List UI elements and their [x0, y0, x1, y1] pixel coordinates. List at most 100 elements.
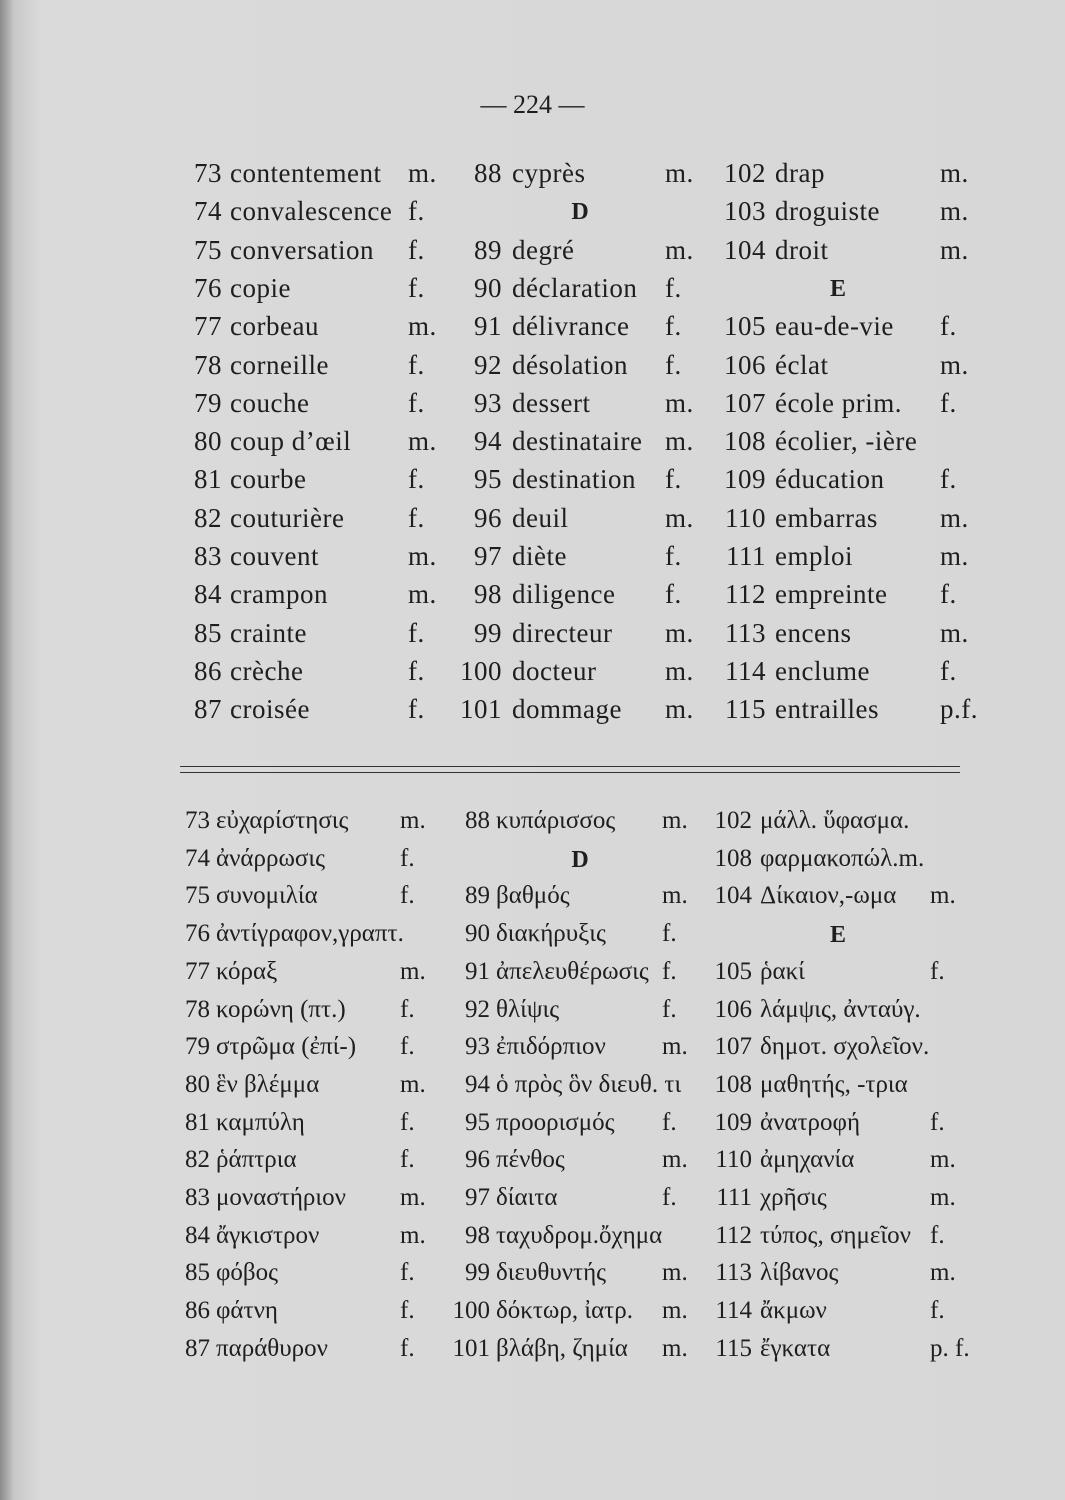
entry-gender: m. — [940, 234, 969, 265]
entry-gender: f. — [408, 234, 425, 265]
entry-gender: f. — [408, 464, 425, 495]
entry-word: πένθος — [496, 1146, 565, 1174]
entry-word: destinataire — [512, 426, 643, 457]
entry-number: 110 — [715, 1146, 752, 1174]
entry-word: cyprès — [512, 158, 586, 188]
entry-word: entrailles — [775, 694, 879, 725]
entry-gender: f. — [400, 844, 415, 872]
entry-gender: m. — [940, 158, 969, 188]
entry-number: 105 — [724, 311, 766, 342]
entry-number: 82 — [185, 1146, 210, 1174]
entry-number: 86 — [194, 655, 222, 686]
entry-gender: f. — [400, 1259, 415, 1287]
entry-number: 104 — [724, 234, 766, 265]
entry-number: 81 — [194, 464, 222, 495]
entry-gender: m. — [408, 541, 437, 571]
entry-gender: f. — [408, 272, 425, 303]
entry-word: diète — [512, 541, 567, 571]
entry-number: 90 — [465, 920, 490, 948]
entry-word: φάτνη — [216, 1297, 278, 1325]
entry-number: 76 — [185, 920, 210, 948]
entry-number: 111 — [726, 541, 766, 571]
letter-heading: D — [571, 846, 589, 873]
entry-word: ῥακί — [760, 957, 805, 985]
entry-number: 108 — [724, 426, 766, 457]
entry-number: 115 — [715, 1334, 752, 1362]
entry-gender: m. — [930, 882, 956, 910]
entry-number: 82 — [194, 502, 222, 533]
entry-word: μαθητής, -τρια — [760, 1070, 908, 1098]
entry-number: 85 — [194, 617, 222, 648]
entry-gender: f. — [408, 387, 425, 418]
entry-number: 101 — [460, 694, 502, 725]
entry-number: 92 — [474, 349, 502, 380]
entry-gender: f. — [665, 464, 682, 495]
entry-number: 104 — [714, 882, 753, 910]
entry-word: συνομιλία — [216, 882, 318, 910]
entry-gender: m. — [665, 617, 694, 648]
entry-number: 79 — [185, 1033, 210, 1061]
entry-number: 102 — [714, 807, 753, 834]
entry-number: 78 — [185, 995, 210, 1023]
entry-number: 99 — [474, 617, 502, 648]
entry-gender: m. — [662, 1146, 688, 1174]
entry-gender: m. — [662, 882, 688, 910]
entry-gender: f. — [408, 349, 425, 380]
entry-number: 83 — [194, 541, 222, 571]
entry-word: directeur — [512, 617, 613, 648]
entry-number: 91 — [474, 311, 502, 342]
entry-gender: f. — [930, 1221, 945, 1249]
entry-number: 107 — [714, 1033, 753, 1061]
entry-number: 87 — [185, 1334, 210, 1362]
entry-word: ἀπελευθέρωσις — [496, 957, 649, 985]
entry-number: 94 — [465, 1070, 490, 1098]
entry-number: 78 — [194, 349, 222, 380]
entry-word: crainte — [230, 617, 307, 648]
letter-heading: E — [829, 275, 846, 302]
entry-word: enclume — [775, 655, 870, 686]
entry-gender: m. — [665, 426, 694, 457]
entry-gender: f. — [408, 617, 425, 648]
entry-gender: f. — [940, 655, 957, 686]
entry-number: 112 — [725, 579, 766, 610]
entry-word: délivrance — [512, 311, 630, 342]
entry-word: destination — [512, 464, 636, 495]
entry-gender: f. — [408, 196, 425, 227]
entry-word: couturière — [230, 502, 345, 533]
entry-gender: m. — [665, 234, 694, 265]
entry-number: 113 — [725, 617, 766, 648]
entry-word: μοναστήριον — [216, 1184, 346, 1211]
entry-number: 112 — [715, 1221, 752, 1249]
entry-word: copie — [230, 272, 291, 303]
entry-number: 84 — [194, 579, 222, 610]
letter-heading: E — [829, 922, 846, 949]
letter-heading: D — [571, 199, 589, 226]
entry-word: χρῆσις — [760, 1184, 827, 1211]
entry-gender: m. — [930, 1184, 956, 1211]
entry-word: διακήρυξις — [496, 920, 606, 948]
entry-word: école prim. — [775, 387, 902, 418]
entry-gender: f. — [400, 1108, 415, 1136]
entry-number: 114 — [715, 1297, 752, 1325]
entry-number: 77 — [194, 311, 222, 342]
entry-word: καμπύλη — [216, 1108, 305, 1136]
entry-number: 89 — [474, 234, 502, 265]
entry-gender: m. — [400, 807, 426, 834]
entry-word: croisée — [230, 694, 310, 725]
entry-number: 91 — [465, 957, 490, 985]
entry-number: 80 — [194, 426, 222, 457]
entry-number: 75 — [194, 234, 222, 265]
entry-number: 107 — [724, 387, 766, 418]
entry-gender: f. — [665, 541, 682, 571]
entry-word: ἀντίγραφον,γραπτ. — [216, 920, 404, 948]
entry-word: ἓν βλέμμα — [216, 1070, 320, 1098]
entry-word: conversation — [230, 234, 374, 265]
entry-word: μάλλ. ὕφασμα. — [760, 807, 910, 834]
entry-gender: f. — [662, 1184, 677, 1211]
entry-gender: f. — [400, 1334, 415, 1362]
entry-gender: m. — [940, 196, 969, 227]
entry-gender: f. — [930, 1297, 945, 1325]
entry-number: 83 — [185, 1184, 210, 1211]
entry-number: 101 — [452, 1334, 491, 1362]
entry-gender: f. — [662, 920, 677, 948]
